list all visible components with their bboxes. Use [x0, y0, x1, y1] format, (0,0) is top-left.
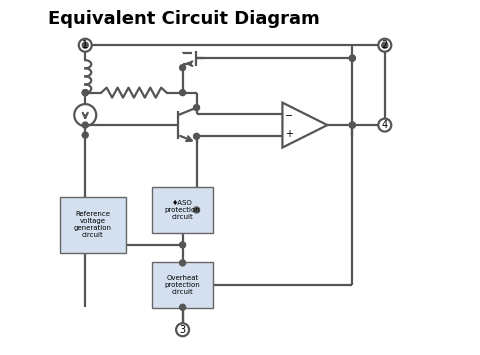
Text: −: − — [285, 111, 293, 121]
FancyBboxPatch shape — [60, 197, 126, 253]
Text: ♦ASO
protection
circuit: ♦ASO protection circuit — [165, 200, 201, 220]
Text: +: + — [285, 129, 293, 139]
Text: Reference
voltage
generation
circuit: Reference voltage generation circuit — [74, 212, 112, 239]
Circle shape — [180, 242, 186, 248]
Circle shape — [180, 90, 186, 95]
Circle shape — [180, 304, 186, 310]
Circle shape — [382, 42, 388, 48]
Circle shape — [82, 90, 88, 95]
Text: Equivalent Circuit Diagram: Equivalent Circuit Diagram — [48, 10, 320, 28]
Circle shape — [180, 260, 186, 266]
Text: 2: 2 — [382, 40, 388, 50]
Circle shape — [82, 132, 88, 138]
Circle shape — [82, 122, 88, 128]
Circle shape — [193, 133, 200, 139]
Text: 4: 4 — [382, 120, 388, 130]
Text: Overheat
protection
circuit: Overheat protection circuit — [165, 275, 201, 295]
Circle shape — [349, 122, 355, 128]
FancyBboxPatch shape — [152, 262, 213, 308]
Circle shape — [180, 65, 186, 71]
Circle shape — [349, 55, 355, 61]
Circle shape — [82, 90, 88, 95]
Circle shape — [193, 207, 200, 213]
Circle shape — [193, 105, 200, 111]
Text: 3: 3 — [180, 325, 186, 335]
Circle shape — [82, 42, 88, 48]
Circle shape — [349, 55, 355, 61]
Text: 1: 1 — [82, 40, 88, 50]
FancyBboxPatch shape — [152, 187, 213, 233]
Circle shape — [349, 122, 355, 128]
